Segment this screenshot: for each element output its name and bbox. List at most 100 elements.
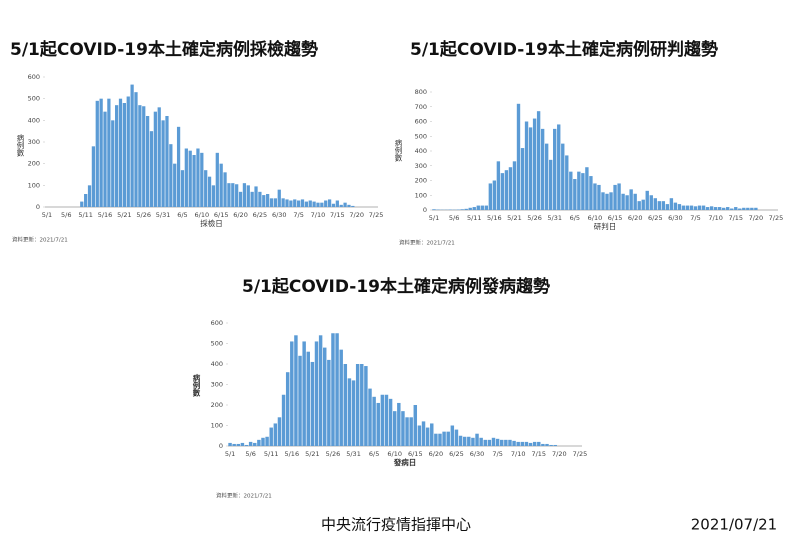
bar: [351, 380, 356, 446]
x-tick-label: 6/10: [588, 214, 603, 222]
source-note: 資料更新：2021/7/21: [12, 236, 68, 244]
bar: [673, 202, 678, 210]
bar: [388, 398, 393, 446]
bar: [236, 443, 241, 446]
bar: [541, 443, 545, 446]
bar: [324, 200, 328, 207]
x-tick-label: 7/10: [311, 211, 326, 219]
x-tick-label: 7/5: [690, 214, 700, 222]
bar: [508, 439, 512, 446]
bar: [130, 84, 134, 207]
x-tick-label: 5/26: [527, 214, 542, 222]
bar: [294, 335, 298, 446]
bar: [254, 186, 258, 207]
x-tick-label: 6/10: [387, 450, 402, 458]
x-tick-label: 6/15: [408, 450, 423, 458]
bar: [293, 199, 297, 207]
bar: [545, 443, 549, 446]
bar: [277, 417, 282, 446]
bar: [376, 402, 380, 446]
x-tick-label: 7/10: [511, 450, 526, 458]
x-tick-label: 5/11: [264, 450, 279, 458]
x-tick-label: 7/20: [749, 214, 764, 222]
x-tick-label: 5/1: [429, 214, 439, 222]
bar: [250, 191, 254, 207]
bar: [500, 439, 504, 446]
bar: [484, 205, 489, 210]
x-tick-label: 5/6: [245, 450, 255, 458]
bar: [462, 436, 467, 446]
bar: [625, 195, 629, 210]
x-tick-label: 5/26: [326, 450, 341, 458]
bar: [257, 439, 261, 446]
bar: [681, 205, 686, 210]
bar: [302, 341, 306, 446]
bar: [472, 207, 476, 210]
y-tick-label: 200: [211, 401, 223, 409]
y-tick-label: 400: [415, 147, 427, 155]
bar: [248, 441, 253, 446]
bar: [266, 194, 270, 207]
x-tick-label: 5/26: [136, 211, 151, 219]
bar: [310, 361, 315, 446]
bar: [235, 184, 239, 207]
x-tick-label: 7/25: [369, 211, 384, 219]
y-tick-label: 300: [28, 138, 40, 146]
source-note: 資料更新：2021/7/21: [399, 239, 455, 247]
bar: [577, 171, 581, 210]
bar: [231, 183, 235, 207]
bar: [347, 204, 351, 207]
x-tick-label: 5/31: [547, 214, 562, 222]
bar: [204, 170, 208, 207]
bar: [561, 143, 565, 210]
bar: [244, 444, 249, 446]
bar: [316, 202, 320, 207]
y-axis-label: 病例數: [394, 137, 403, 162]
bar: [573, 179, 577, 210]
bar: [641, 199, 645, 210]
x-axis-label: 採檢日: [200, 218, 223, 228]
bar: [512, 161, 517, 210]
bar: [405, 417, 409, 446]
bar: [232, 443, 236, 446]
bar: [103, 111, 107, 207]
bar: [495, 438, 500, 446]
bar: [557, 124, 561, 210]
bar: [227, 183, 231, 207]
bar: [149, 131, 154, 207]
bar: [115, 105, 119, 207]
bar: [169, 144, 173, 207]
bar: [549, 444, 553, 446]
x-tick-label: 5/16: [284, 450, 299, 458]
bar: [528, 442, 533, 446]
x-tick-label: 6/30: [470, 450, 485, 458]
bar: [409, 417, 413, 446]
bar: [323, 347, 327, 446]
y-tick-label: 200: [415, 177, 427, 185]
bar: [726, 207, 730, 210]
bar: [277, 189, 281, 207]
y-tick-label: 500: [415, 132, 427, 140]
bar: [565, 155, 569, 210]
y-tick-label: 100: [211, 422, 223, 430]
bar: [609, 192, 613, 210]
bar: [442, 431, 446, 446]
bar: [697, 205, 702, 210]
bar: [553, 128, 557, 210]
bar: [273, 423, 278, 446]
bar: [111, 120, 115, 207]
bar: [532, 118, 537, 210]
bar: [138, 105, 142, 207]
bar: [454, 429, 459, 446]
bar: [176, 126, 181, 207]
bar: [471, 437, 475, 446]
bar: [483, 439, 487, 446]
bar: [347, 378, 352, 446]
bar: [351, 205, 355, 207]
bar: [487, 439, 492, 446]
bar: [432, 209, 436, 210]
bar: [705, 207, 710, 210]
x-tick-label: 6/30: [272, 211, 287, 219]
bar: [343, 202, 347, 207]
bar: [269, 198, 274, 207]
